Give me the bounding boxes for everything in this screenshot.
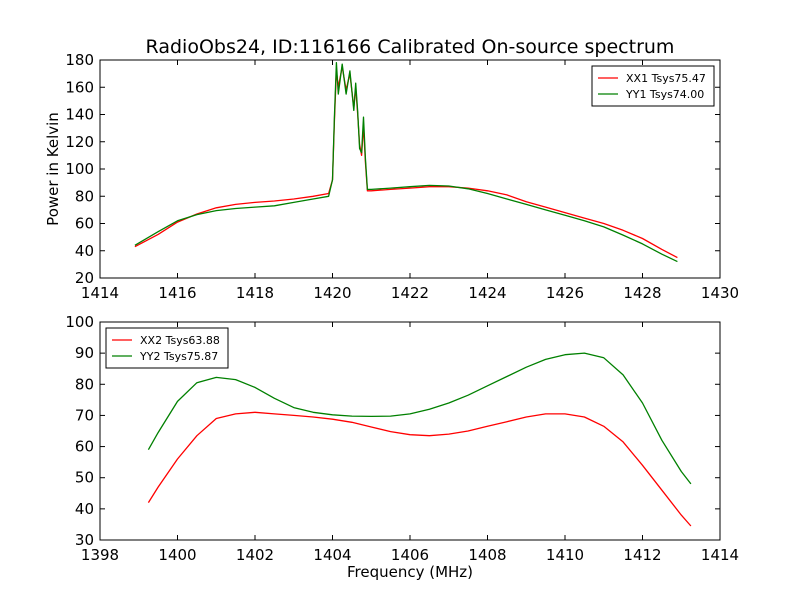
legend-box: [105, 327, 229, 369]
legend-entry: XX1 Tsys75.47: [626, 72, 706, 85]
y-tick-label: 140: [65, 106, 94, 124]
x-tick-label: 1410: [546, 546, 584, 564]
y-tick-label: 50: [75, 469, 94, 487]
y-tick-label: 90: [75, 344, 94, 362]
x-tick-label: 1426: [546, 284, 584, 302]
y-tick-label: 100: [65, 313, 94, 331]
x-tick-label: 1418: [236, 284, 274, 302]
y-tick-label: 60: [75, 215, 94, 233]
x-axis-title: Frequency (MHz): [347, 563, 473, 581]
x-tick-label: 1430: [701, 284, 739, 302]
legend: XX1 Tsys75.47 YY1 Tsys74.00: [591, 65, 715, 107]
y-tick-label: 180: [65, 51, 94, 69]
x-tick-label: 1428: [623, 284, 661, 302]
y-tick-label: 20: [75, 269, 94, 287]
legend-entry: XX2 Tsys63.88: [140, 334, 220, 347]
x-tick-label: 1406: [391, 546, 429, 564]
series-line-2-2: [147, 352, 692, 485]
series-line-2-1: [147, 411, 692, 527]
x-tick-label: 1400: [158, 546, 196, 564]
y-tick-label: 40: [75, 242, 94, 260]
y-tick-label: 120: [65, 133, 94, 151]
x-tick-label: 1424: [468, 284, 506, 302]
bottom-panel-on-source: 1398 1400 1402 1404 1406 1408 1410 1412 1414 30 40…: [65, 313, 739, 581]
y-tick-label: 30: [75, 531, 94, 549]
x-tick-label: 1398: [81, 546, 119, 564]
figure-title: RadioObs24, ID:116166 Calibrated On-sour…: [146, 36, 675, 58]
x-tick-label: 1416: [158, 284, 196, 302]
y-tick-label: 80: [75, 375, 94, 393]
y-tick-label: 80: [75, 187, 94, 205]
legend-box: [591, 65, 715, 107]
top-panel-on-source: 1414 1416 1418 1420 1422 1424 1426 1428 1430 20 40…: [44, 51, 739, 302]
y-tick-label: 100: [65, 160, 94, 178]
x-tick-label: 1408: [468, 546, 506, 564]
legend: XX2 Tsys63.88 YY2 Tsys75.87: [105, 327, 229, 369]
x-tick-label: 1420: [313, 284, 351, 302]
x-tick-label: 1402: [236, 546, 274, 564]
series-line-1-2: [134, 62, 678, 263]
y-tick-label: 160: [65, 78, 94, 96]
y-tick-label: 70: [75, 406, 94, 424]
y-tick-label: 60: [75, 438, 94, 456]
x-tick-label: 1422: [391, 284, 429, 302]
x-tick-label: 1404: [313, 546, 351, 564]
y-tick-label: 40: [75, 500, 94, 518]
x-tick-label: 1414: [81, 284, 119, 302]
y-axis-title: Power in Kelvin: [44, 112, 62, 226]
x-tick-label: 1412: [623, 546, 661, 564]
legend-entry: YY1 Tsys74.00: [625, 88, 704, 101]
legend-entry: YY2 Tsys75.87: [139, 350, 218, 363]
x-tick-label: 1414: [701, 546, 739, 564]
